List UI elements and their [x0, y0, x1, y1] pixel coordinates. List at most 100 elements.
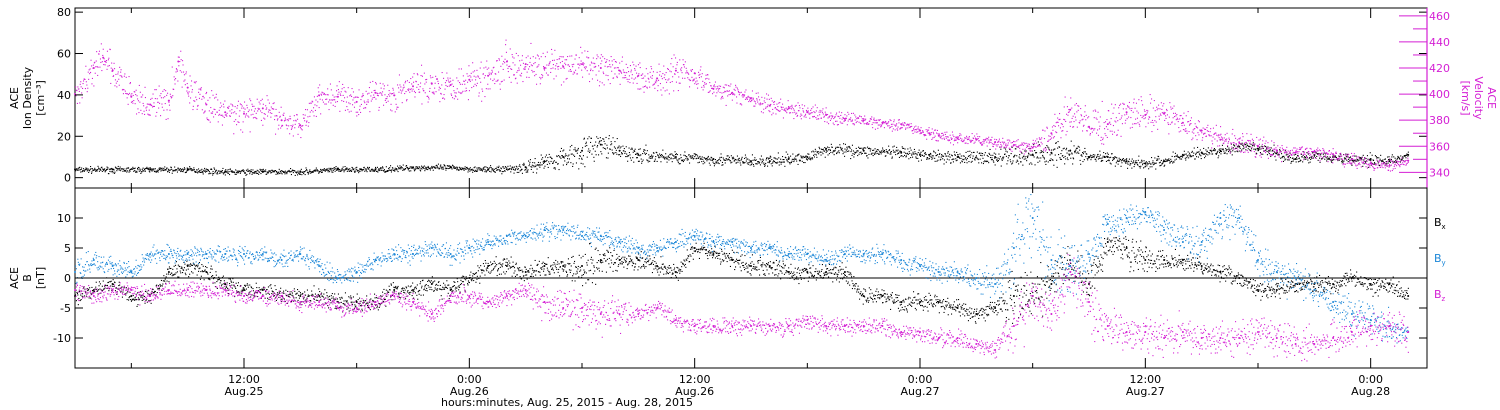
series-velocity	[74, 39, 1410, 172]
bz-point	[975, 343, 978, 345]
by-point	[1219, 217, 1222, 219]
velocity-point	[412, 85, 414, 88]
velocity-point	[243, 112, 245, 115]
bz-point	[1181, 331, 1184, 333]
velocity-point	[318, 94, 321, 97]
velocity-axis: 340 360 380 400 420 440 460	[1399, 8, 1450, 188]
velocity-point	[177, 60, 180, 63]
velocity-point	[355, 100, 358, 103]
by-point	[167, 253, 170, 255]
top-panel: 0 20 40 60 80 340 360 380 400 420 440 460 ACE Ion …	[8, 6, 1498, 189]
bx-point	[1012, 295, 1015, 297]
velocity-point	[374, 91, 377, 94]
bz-point	[1050, 313, 1053, 315]
bz-point	[1275, 337, 1278, 339]
bz-point	[881, 325, 884, 327]
by-point	[1294, 277, 1297, 279]
series-bz	[74, 254, 1410, 362]
by-point	[1332, 301, 1335, 303]
by-point	[1238, 217, 1241, 219]
velocity-point	[468, 78, 471, 81]
bz-point	[1219, 337, 1222, 339]
bz-point	[1088, 301, 1090, 303]
bx-point	[581, 265, 583, 267]
bz-point	[599, 313, 602, 315]
field-axis-label-line3: [nT]	[34, 267, 47, 289]
by-point	[318, 265, 321, 267]
x-tick-time: 0:00	[908, 373, 933, 386]
by-point	[449, 253, 452, 255]
x-tick-time: 12:00	[1129, 373, 1161, 386]
by-point	[243, 253, 245, 255]
field-axis: -10 -5 0 5 10	[53, 212, 1427, 345]
bx-point	[299, 295, 302, 297]
velocity-point	[449, 84, 452, 86]
velocity-tick-label: 440	[1429, 36, 1450, 49]
velocity-point	[1407, 159, 1410, 162]
density-point	[1388, 160, 1391, 163]
x-tick-date: Aug.28	[1351, 385, 1390, 398]
x-tick-date: Aug.27	[1126, 385, 1165, 398]
bz-point	[1012, 325, 1015, 327]
velocity-point	[562, 65, 565, 68]
bx-point	[524, 271, 527, 273]
density-tick-label: 60	[57, 48, 71, 61]
density-point	[825, 147, 828, 150]
velocity-point	[487, 74, 490, 77]
by-point	[261, 253, 264, 255]
density-tick-label: 20	[57, 130, 71, 143]
time-axis: 12:00Aug.250:00Aug.2612:00Aug.260:00Aug.…	[130, 8, 1390, 398]
velocity-axis-label-line1: ACE	[1485, 87, 1498, 109]
by-point	[74, 271, 76, 273]
by-point	[1313, 289, 1316, 291]
velocity-tick-label: 460	[1429, 10, 1450, 23]
by-point	[562, 229, 565, 231]
by-point	[1163, 229, 1166, 231]
velocity-axis-label-line2: Velocity	[1472, 76, 1485, 120]
bx-point	[1275, 289, 1278, 291]
by-point	[656, 247, 659, 249]
bx-point	[543, 265, 546, 267]
field-tick-label: 0	[64, 272, 71, 285]
by-point	[787, 253, 790, 255]
by-point	[1350, 313, 1353, 315]
by-point	[92, 259, 95, 261]
by-point	[1012, 247, 1015, 249]
bx-point	[994, 307, 997, 309]
velocity-point	[581, 63, 583, 66]
bz-point	[505, 295, 508, 297]
bx-point	[167, 271, 170, 273]
legend-by: By	[1434, 252, 1446, 267]
x-tick-date: Aug.25	[225, 385, 264, 398]
by-point	[487, 241, 490, 243]
by-point	[1144, 211, 1147, 213]
velocity-point	[205, 103, 208, 106]
velocity-tick-label: 340	[1429, 166, 1450, 179]
by-point	[1031, 217, 1034, 219]
velocity-point	[524, 63, 527, 66]
velocity-tick-label: 380	[1429, 114, 1450, 127]
density-axis-label-line3: [cm⁻³]	[34, 80, 47, 116]
bz-point	[1294, 343, 1297, 345]
velocity-tick-label: 420	[1429, 62, 1450, 75]
bx-point	[505, 265, 508, 267]
velocity-tick-label: 400	[1429, 88, 1450, 101]
by-point	[1106, 223, 1109, 225]
bz-point	[637, 313, 640, 315]
density-point	[543, 160, 546, 163]
bz-point	[674, 319, 677, 321]
density-tick-label: 80	[57, 6, 71, 19]
field-tick-label: -5	[60, 302, 71, 315]
bx-point	[393, 289, 396, 291]
by-point	[1181, 241, 1184, 243]
bz-point	[449, 295, 452, 297]
velocity-point	[1219, 138, 1222, 141]
bx-point	[712, 253, 715, 255]
series-bx	[74, 236, 1410, 324]
bx-point	[1144, 259, 1147, 261]
top-panel-data	[74, 39, 1410, 176]
field-tick-label: -10	[53, 332, 71, 345]
density-axis: 0 20 40 60 80	[57, 6, 1427, 185]
velocity-point	[186, 86, 189, 89]
